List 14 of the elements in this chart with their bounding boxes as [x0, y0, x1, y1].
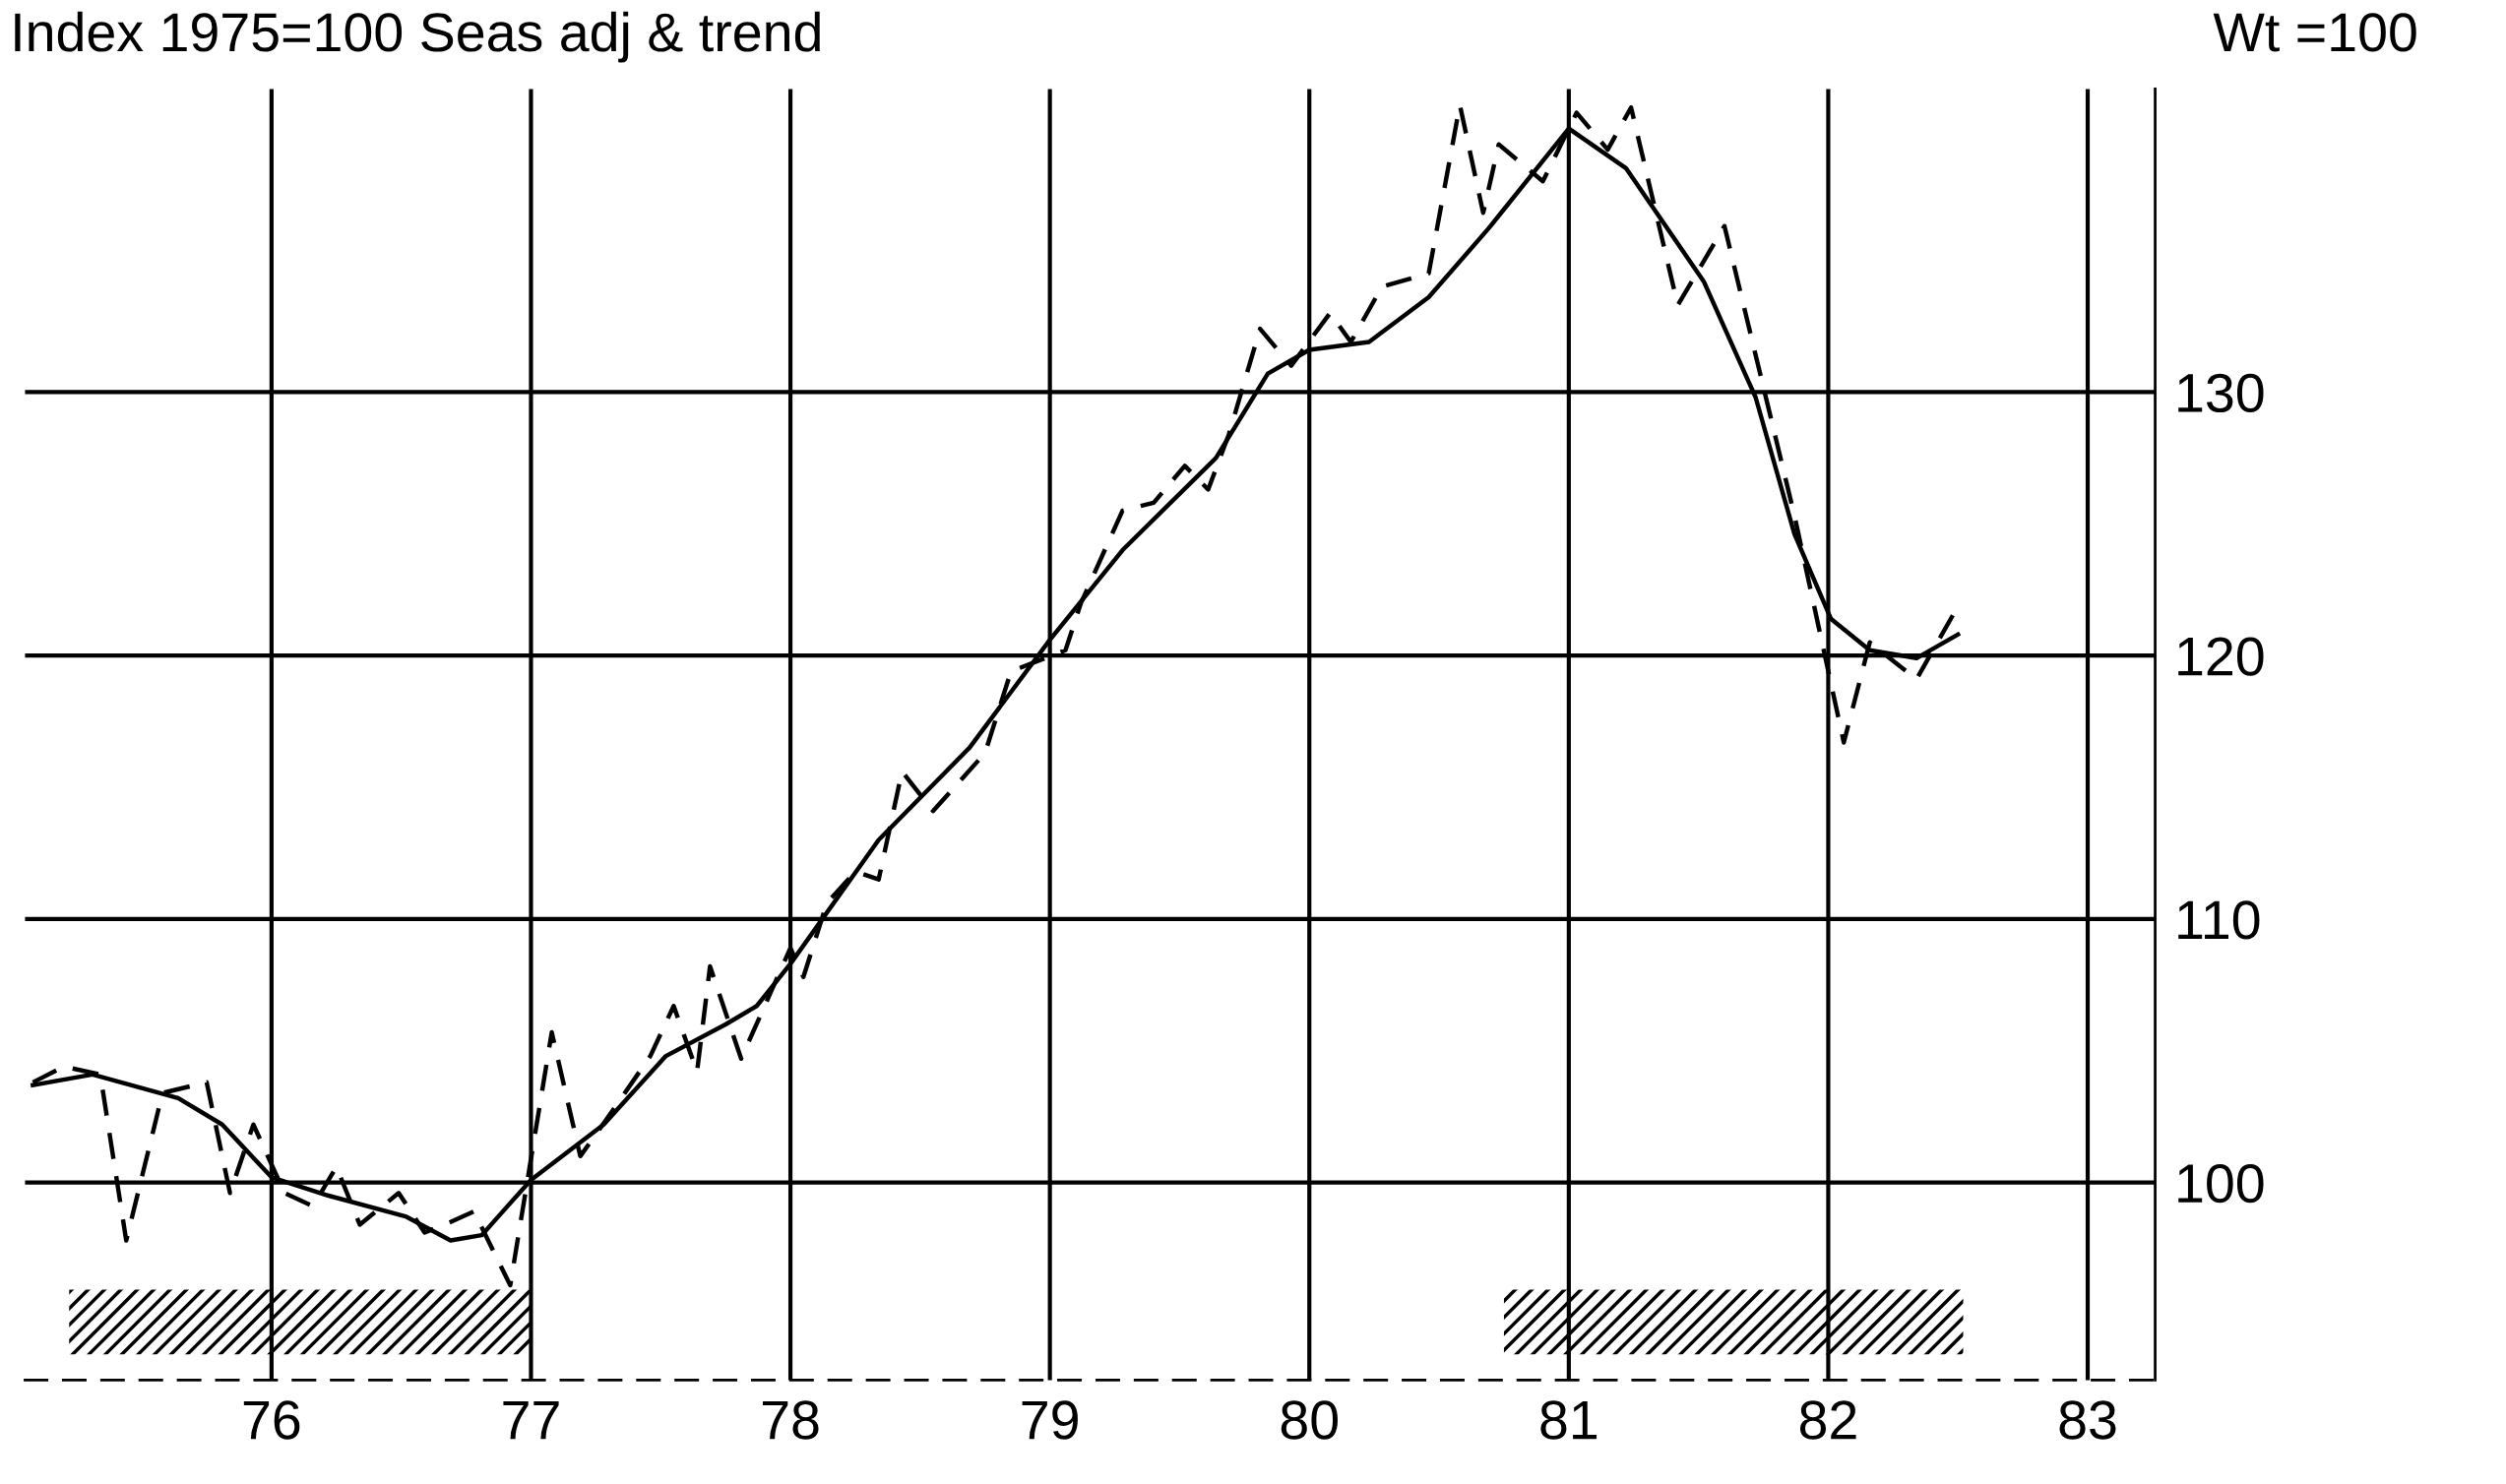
x-tick-label: 82	[1799, 1400, 1856, 1440]
x-tick-label: 77	[503, 1400, 559, 1440]
x-tick-label: 79	[1022, 1400, 1078, 1440]
y-tick-label: 110	[2178, 900, 2260, 940]
x-tick-label: 83	[2059, 1400, 2116, 1440]
y-tick-label: 100	[2178, 1163, 2264, 1204]
x-tick-label: 78	[763, 1400, 819, 1440]
x-tick-label: 76	[243, 1400, 300, 1440]
y-tick-label: 130	[2178, 373, 2264, 413]
y-tick-label: 120	[2178, 637, 2264, 676]
x-tick-label: 81	[1540, 1400, 1598, 1440]
x-tick-label: 80	[1281, 1400, 1338, 1440]
chart-subtitle: Index 1975=100 Seas adj & trend	[15, 11, 820, 63]
text: Wt =100	[2213, 13, 2416, 52]
